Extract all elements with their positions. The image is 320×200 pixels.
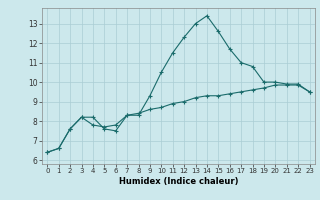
X-axis label: Humidex (Indice chaleur): Humidex (Indice chaleur) [119, 177, 238, 186]
